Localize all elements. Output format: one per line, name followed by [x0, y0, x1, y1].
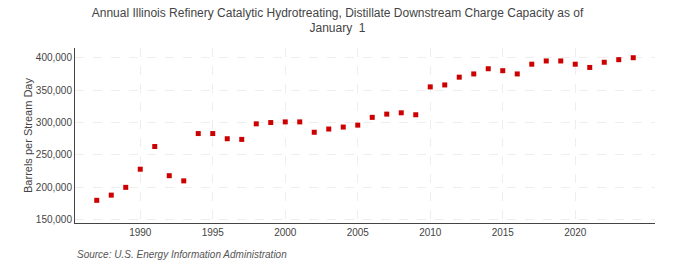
svg-text:2010: 2010: [419, 227, 442, 238]
svg-text:250,000: 250,000: [36, 149, 73, 160]
svg-text:150,000: 150,000: [36, 214, 73, 225]
svg-text:300,000: 300,000: [36, 117, 73, 128]
svg-text:Barrels per Stream Day: Barrels per Stream Day: [22, 78, 34, 193]
svg-text:2005: 2005: [347, 227, 370, 238]
svg-text:1990: 1990: [129, 227, 152, 238]
svg-text:1995: 1995: [202, 227, 225, 238]
svg-text:400,000: 400,000: [36, 52, 73, 63]
svg-text:2015: 2015: [492, 227, 515, 238]
svg-text:2020: 2020: [564, 227, 587, 238]
svg-text:2000: 2000: [274, 227, 297, 238]
svg-text:Source: U.S. Energy Informatio: Source: U.S. Energy Information Administ…: [77, 249, 287, 260]
svg-text:200,000: 200,000: [36, 182, 73, 193]
svg-text:350,000: 350,000: [36, 85, 73, 96]
svg-text:Annual Illinois Refinery Catal: Annual Illinois Refinery Catalytic Hydro…: [92, 6, 584, 36]
